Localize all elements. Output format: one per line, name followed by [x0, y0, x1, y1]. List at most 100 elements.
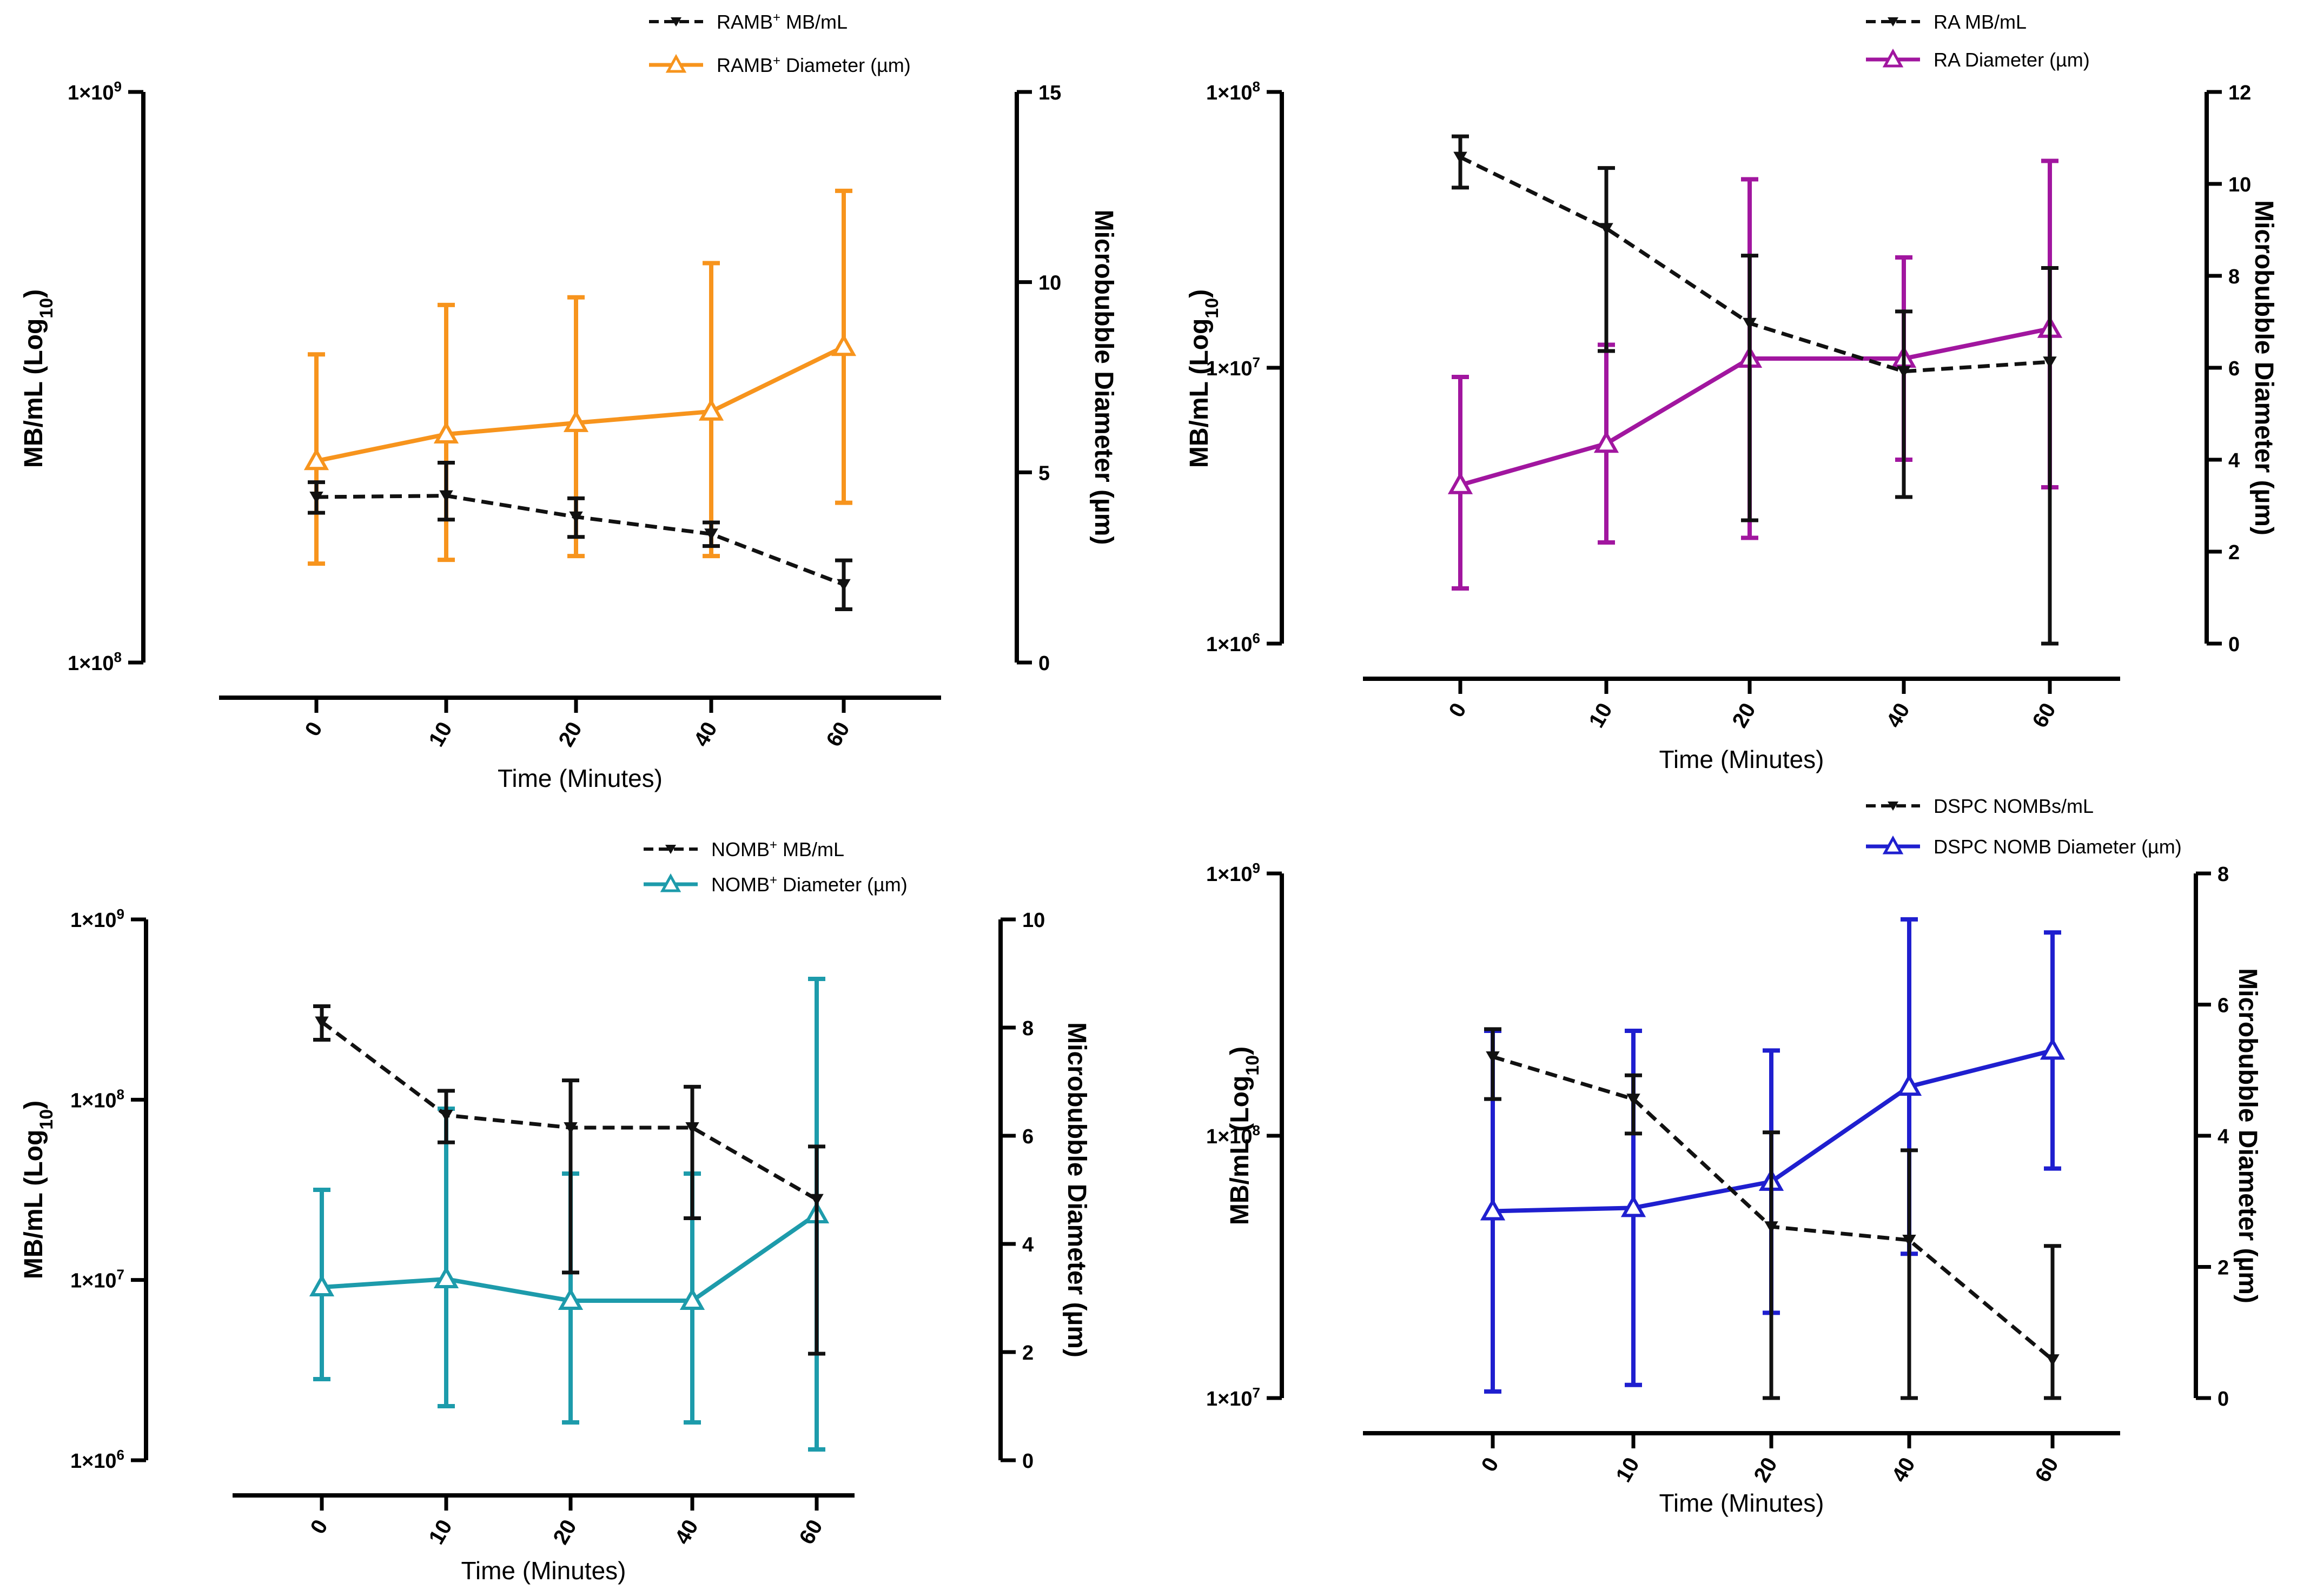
legend-label: NOMB+ Diameter (µm) — [711, 873, 908, 896]
legend-label: RA MB/mL — [1934, 11, 2027, 33]
data-point-marker — [2040, 1037, 2066, 1060]
text-span: 9 — [117, 906, 124, 922]
series-line — [316, 345, 845, 463]
series-line — [1459, 326, 2050, 487]
text-span: 10 — [36, 1109, 57, 1130]
x-tick-label: 40 — [670, 1516, 703, 1549]
right-y-tick-label: 0 — [1022, 1450, 1034, 1473]
text-span: DSPC NOMBs/mL — [1934, 795, 2094, 817]
legend-marker — [1888, 17, 1898, 27]
right-y-tick-label: 2 — [2228, 541, 2240, 564]
text-span: MB/mL (Log — [19, 1130, 48, 1279]
series-0 — [313, 1004, 825, 1356]
series-0 — [308, 460, 852, 611]
data-point-marker — [1599, 223, 1613, 235]
text-span: 7 — [1253, 1385, 1260, 1401]
left-y-axis-label: MB/mL (Log10) — [1185, 289, 1222, 468]
data-point-marker — [1902, 1235, 1916, 1247]
x-tick-label: 0 — [1477, 1454, 1504, 1476]
series-line — [1459, 155, 2050, 374]
left-y-tick-label: 1×109 — [1206, 860, 1260, 886]
text-span: MB/mL (Log — [19, 319, 48, 468]
data-point-marker — [2043, 356, 2057, 369]
right-y-tick-label: 8 — [2228, 266, 2240, 288]
data-point-marker — [810, 1194, 824, 1206]
data-point-marker — [1743, 317, 1757, 330]
right-y-axis-label: Microbubble Diameter (µm) — [1089, 210, 1118, 545]
series-0 — [1484, 1027, 2061, 1400]
data-point-marker — [1593, 431, 1619, 453]
text-span: ) — [19, 1101, 48, 1109]
data-point-marker — [303, 448, 329, 471]
x-axis-label: Time (Minutes) — [461, 1557, 626, 1585]
legend-label: DSPC NOMBs/mL — [1934, 795, 2094, 817]
right-y-axis-label: Microbubble Diameter (µm) — [2233, 968, 2262, 1303]
left-y-tick-label: 1×106 — [70, 1447, 124, 1473]
left-y-tick-label: 1×108 — [1206, 1122, 1260, 1148]
text-span: DSPC NOMB Diameter (µm) — [1934, 836, 2182, 858]
left-y-tick-label: 1×107 — [1206, 1385, 1260, 1410]
data-point-marker — [698, 398, 724, 421]
data-point-marker — [1486, 1051, 1500, 1063]
x-tick-label: 10 — [424, 718, 456, 751]
text-span: 1×10 — [70, 1270, 117, 1293]
right-y-tick-label: 0 — [2217, 1388, 2229, 1410]
right-y-tick-label: 2 — [2217, 1257, 2229, 1280]
x-tick-label: 40 — [689, 718, 721, 751]
right-y-tick-label: 15 — [1038, 82, 1061, 104]
text-span: + — [773, 54, 780, 68]
text-span: ) — [1226, 1047, 1254, 1055]
data-point-marker — [563, 409, 589, 432]
series-1 — [303, 188, 857, 566]
text-span: MB/mL (Log — [1226, 1076, 1254, 1225]
x-tick-label: 60 — [822, 718, 854, 751]
text-span: 1×10 — [68, 652, 114, 675]
text-span: + — [773, 10, 780, 25]
text-span: 1×10 — [1206, 863, 1253, 886]
text-span: 1×10 — [1206, 82, 1253, 104]
text-span: 10 — [1202, 298, 1222, 319]
left-y-tick-label: 1×109 — [70, 906, 124, 932]
text-span: NOMB — [711, 838, 770, 860]
data-point-marker — [564, 1122, 578, 1134]
text-span: + — [770, 873, 777, 888]
text-span: MB/mL — [780, 11, 848, 33]
right-y-tick-label: 4 — [2217, 1125, 2229, 1148]
right-y-tick-label: 6 — [2217, 995, 2229, 1017]
data-point-marker — [1764, 1221, 1778, 1234]
data-point-marker — [439, 490, 453, 502]
text-span: 1×10 — [1206, 633, 1253, 656]
text-span: RAMB — [717, 11, 773, 33]
text-span: ) — [1185, 289, 1214, 298]
data-point-marker — [558, 1287, 584, 1310]
series-line — [316, 494, 845, 587]
right-y-tick-label: 10 — [2228, 174, 2251, 196]
left-y-axis-label: MB/mL (Log10) — [1226, 1047, 1263, 1225]
text-span: 1×10 — [70, 909, 117, 932]
series-0 — [1452, 134, 2058, 646]
x-tick-label: 0 — [1445, 699, 1471, 721]
text-span: 1×10 — [1206, 1388, 1253, 1410]
right-y-tick-label: 10 — [1022, 909, 1045, 932]
data-point-marker — [704, 528, 718, 541]
x-tick-label: 20 — [1749, 1454, 1782, 1487]
text-span: 8 — [1253, 1122, 1260, 1138]
left-y-tick-label: 1×108 — [70, 1086, 124, 1112]
x-tick-label: 60 — [795, 1516, 827, 1549]
x-tick-label: 40 — [1882, 699, 1914, 732]
legend-label: RA Diameter (µm) — [1934, 49, 2090, 71]
legend: DSPC NOMBs/mL DSPC NOMB Diameter (µm) — [1866, 795, 2182, 858]
x-tick-label: 20 — [548, 1516, 581, 1549]
text-span: 10 — [36, 298, 57, 319]
text-span: 1×10 — [70, 1089, 117, 1112]
x-tick-label: 0 — [306, 1516, 333, 1538]
x-tick-label: 20 — [1727, 699, 1760, 732]
data-point-marker — [433, 421, 459, 443]
x-axis-label: Time (Minutes) — [1659, 1489, 1824, 1517]
